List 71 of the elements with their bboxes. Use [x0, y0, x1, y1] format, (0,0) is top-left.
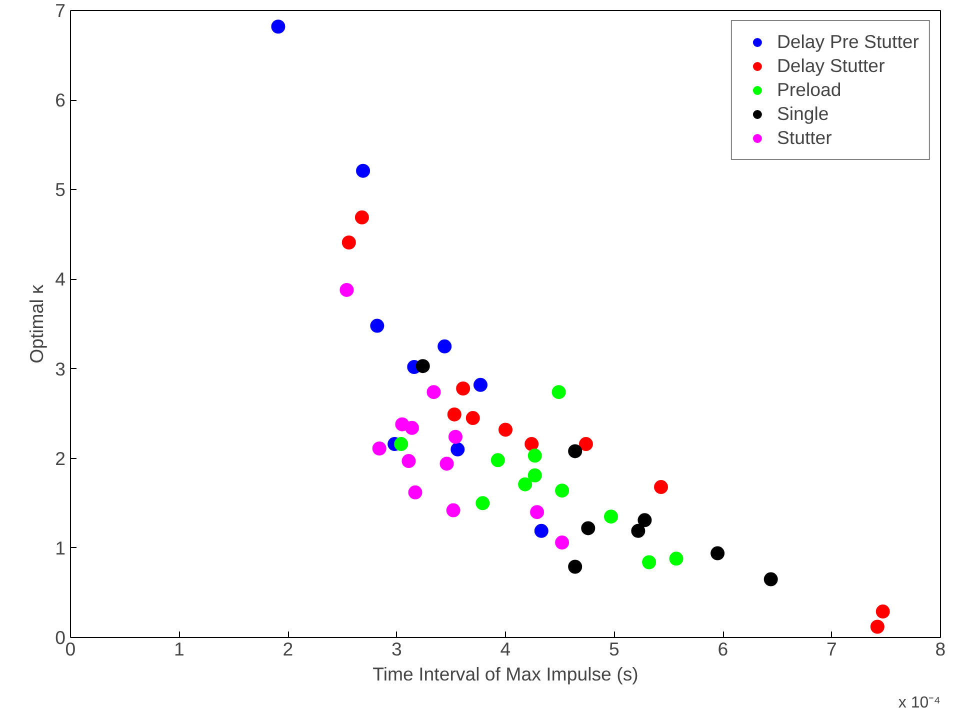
- point: [638, 513, 652, 528]
- point: [524, 437, 539, 452]
- point: [271, 20, 286, 34]
- point: [568, 444, 582, 458]
- point: [476, 496, 490, 510]
- point: [356, 164, 370, 178]
- point: [456, 382, 470, 396]
- point: [604, 510, 618, 524]
- y-tick-label: 3: [55, 358, 66, 380]
- y-tick-label: 5: [55, 179, 66, 200]
- point: [416, 359, 430, 374]
- x-tick-label: 1: [174, 638, 184, 660]
- point: [402, 454, 416, 468]
- x-tick-label: 6: [718, 638, 728, 660]
- y-tick-label: 4: [55, 268, 66, 290]
- point: [466, 411, 480, 426]
- y-tick-label: 2: [55, 448, 66, 469]
- x-tick-label: 7: [826, 638, 837, 660]
- point: [440, 456, 454, 471]
- point: [581, 521, 596, 536]
- point: [876, 604, 890, 619]
- point: [518, 477, 532, 492]
- point: [426, 385, 441, 400]
- point: [394, 437, 408, 452]
- point: [404, 420, 419, 435]
- y-axis-title: Optimal κ: [26, 284, 48, 364]
- point: [448, 430, 462, 444]
- point: [447, 407, 462, 422]
- x-tick-label: 3: [392, 638, 402, 660]
- point: [555, 536, 570, 550]
- legend-label: Preload: [776, 79, 842, 101]
- point: [446, 503, 460, 518]
- point: [498, 422, 512, 437]
- point: [473, 378, 488, 392]
- point: [354, 210, 369, 224]
- point: [631, 524, 646, 538]
- point: [528, 448, 542, 463]
- point: [530, 505, 544, 520]
- x-tick-label: 5: [609, 638, 620, 660]
- point: [555, 484, 570, 498]
- point: [870, 620, 884, 634]
- legend-label: Single: [776, 103, 829, 125]
- point: [370, 318, 384, 333]
- point: [654, 480, 668, 494]
- point: [534, 524, 548, 538]
- x-tick-label: 8: [935, 638, 946, 660]
- point: [372, 442, 386, 456]
- point: [340, 282, 354, 297]
- point: [438, 339, 452, 354]
- x-axis-title: Time Interval of Max Impulse (s): [372, 664, 638, 684]
- point: [528, 468, 542, 482]
- y-tick-label: 7: [55, 0, 66, 21]
- y-tick-label: 6: [55, 90, 66, 111]
- point: [669, 552, 684, 566]
- x-tick-label: 4: [500, 638, 511, 660]
- point: [568, 560, 582, 574]
- point: [710, 546, 725, 560]
- point: [450, 442, 465, 456]
- point: [642, 555, 656, 570]
- legend-label: Stutter: [776, 127, 832, 149]
- x-tick-label: 2: [282, 638, 294, 660]
- point: [490, 453, 505, 468]
- point: [552, 385, 566, 400]
- legend-label: Delay Stutter: [776, 55, 885, 77]
- text: x 10⁻⁴: [898, 694, 941, 712]
- point: [578, 437, 593, 452]
- point: [408, 485, 422, 500]
- point: [764, 572, 778, 586]
- y-tick-label: 1: [55, 537, 66, 558]
- point: [342, 236, 356, 250]
- legend-label: Delay Pre Stutter: [776, 31, 919, 53]
